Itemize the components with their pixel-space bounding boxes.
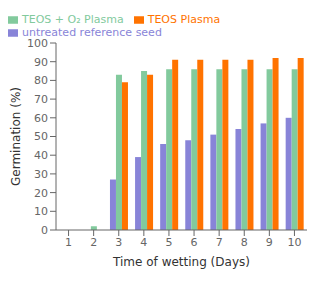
html-text:TEOS + O₂ Plasma: TEOS + O₂ Plasma xyxy=(22,13,124,26)
svg-text:4: 4 xyxy=(140,236,147,249)
svg-text:6: 6 xyxy=(191,236,198,249)
svg-text:1: 1 xyxy=(65,236,72,249)
html-text:untreated reference seed: untreated reference seed xyxy=(22,26,162,39)
html-text:TEOS Plasma: TEOS Plasma xyxy=(147,13,221,26)
svg-text:9: 9 xyxy=(266,236,273,249)
svg-text:0: 0 xyxy=(41,224,48,237)
svg-text:7: 7 xyxy=(216,236,223,249)
svg-text:80: 80 xyxy=(34,74,48,87)
svg-text:Time of wetting (Days): Time of wetting (Days) xyxy=(112,255,250,269)
svg-text:10: 10 xyxy=(34,205,48,218)
svg-text:5: 5 xyxy=(165,236,172,249)
svg-text:30: 30 xyxy=(34,168,48,181)
svg-text:60: 60 xyxy=(34,112,48,125)
svg-text:100: 100 xyxy=(27,37,48,50)
svg-text:2: 2 xyxy=(90,236,97,249)
svg-text:3: 3 xyxy=(115,236,122,249)
svg-text:20: 20 xyxy=(34,187,48,200)
svg-text:50: 50 xyxy=(34,130,48,143)
svg-text:10: 10 xyxy=(287,236,301,249)
svg-text:Germination (%): Germination (%) xyxy=(9,87,23,186)
svg-text:8: 8 xyxy=(241,236,248,249)
svg-text:70: 70 xyxy=(34,93,48,106)
svg-text:40: 40 xyxy=(34,149,48,162)
svg-text:90: 90 xyxy=(34,56,48,69)
